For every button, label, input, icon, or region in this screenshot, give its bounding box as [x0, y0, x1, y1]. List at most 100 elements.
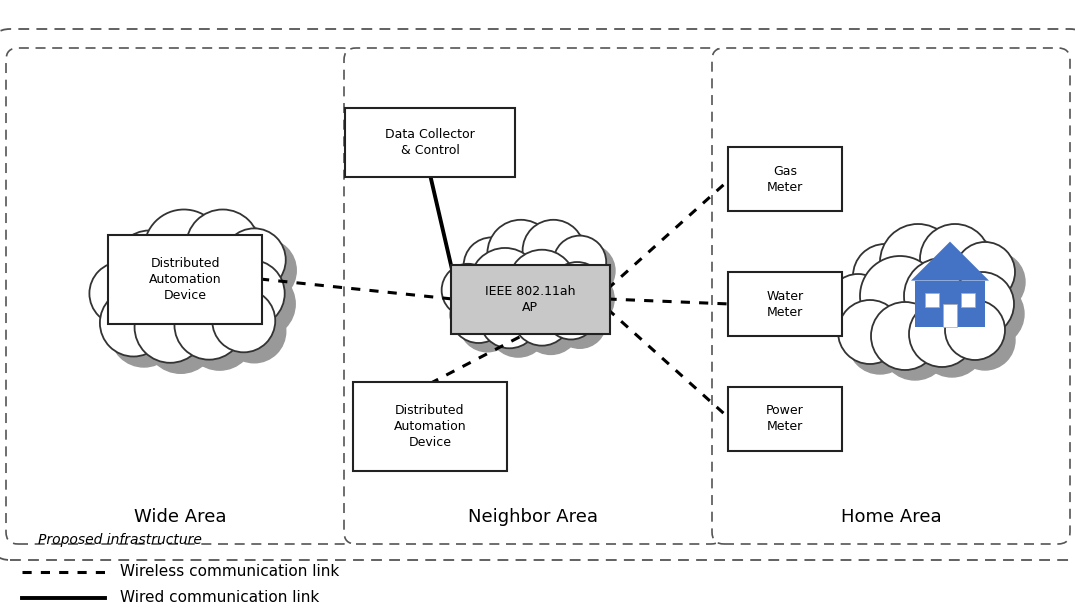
- FancyBboxPatch shape: [6, 48, 355, 544]
- Circle shape: [169, 245, 249, 325]
- FancyBboxPatch shape: [712, 48, 1070, 544]
- Circle shape: [180, 255, 259, 335]
- Circle shape: [442, 264, 495, 317]
- Circle shape: [470, 248, 541, 319]
- Circle shape: [919, 311, 985, 377]
- Circle shape: [909, 301, 975, 367]
- Circle shape: [545, 287, 598, 340]
- Text: Distributed
Automation
Device: Distributed Automation Device: [393, 403, 467, 448]
- Circle shape: [863, 254, 927, 318]
- Circle shape: [487, 220, 555, 287]
- Circle shape: [920, 224, 990, 294]
- Circle shape: [123, 243, 207, 327]
- Text: Home Area: Home Area: [841, 508, 942, 526]
- Text: Neighbor Area: Neighbor Area: [468, 508, 598, 526]
- Circle shape: [145, 302, 216, 373]
- Text: IEEE 802.11ah
AP: IEEE 802.11ah AP: [485, 284, 575, 314]
- Text: Power
Meter: Power Meter: [766, 405, 804, 433]
- FancyBboxPatch shape: [728, 387, 842, 451]
- FancyBboxPatch shape: [108, 235, 262, 324]
- FancyBboxPatch shape: [353, 381, 507, 470]
- Circle shape: [558, 271, 614, 327]
- FancyBboxPatch shape: [0, 29, 1075, 560]
- Text: Gas
Meter: Gas Meter: [766, 165, 803, 193]
- Text: Proposed infrastructure: Proposed infrastructure: [38, 533, 202, 547]
- Circle shape: [217, 260, 285, 327]
- Circle shape: [955, 242, 1015, 302]
- Text: Wide Area: Wide Area: [133, 508, 226, 526]
- Circle shape: [223, 228, 286, 292]
- Circle shape: [459, 295, 516, 352]
- Circle shape: [463, 238, 520, 293]
- Circle shape: [521, 297, 579, 354]
- Circle shape: [89, 262, 153, 325]
- Circle shape: [513, 287, 571, 346]
- Circle shape: [828, 274, 888, 334]
- Circle shape: [890, 234, 966, 310]
- Circle shape: [904, 258, 980, 334]
- Text: Distributed
Automation
Device: Distributed Automation Device: [148, 257, 221, 301]
- Polygon shape: [911, 241, 989, 281]
- Circle shape: [116, 230, 183, 298]
- FancyBboxPatch shape: [728, 272, 842, 336]
- Circle shape: [186, 209, 259, 283]
- Text: Wired communication link: Wired communication link: [120, 591, 319, 605]
- Circle shape: [880, 224, 956, 300]
- Circle shape: [228, 270, 296, 338]
- Circle shape: [882, 312, 949, 380]
- Circle shape: [100, 289, 167, 357]
- FancyBboxPatch shape: [345, 107, 515, 176]
- Circle shape: [478, 257, 549, 327]
- Circle shape: [185, 301, 255, 370]
- Circle shape: [848, 310, 912, 374]
- Circle shape: [562, 244, 615, 297]
- Circle shape: [531, 228, 593, 290]
- FancyBboxPatch shape: [450, 265, 610, 333]
- Circle shape: [930, 234, 1000, 304]
- Circle shape: [838, 284, 898, 344]
- Circle shape: [838, 300, 902, 364]
- Polygon shape: [961, 293, 975, 307]
- Circle shape: [871, 302, 938, 370]
- Circle shape: [549, 262, 605, 319]
- FancyBboxPatch shape: [344, 48, 723, 544]
- Circle shape: [852, 244, 917, 308]
- FancyBboxPatch shape: [728, 147, 842, 211]
- Text: Water
Meter: Water Meter: [766, 289, 804, 319]
- Circle shape: [497, 228, 563, 295]
- Circle shape: [517, 258, 584, 325]
- Circle shape: [554, 236, 606, 289]
- Circle shape: [554, 295, 606, 348]
- Circle shape: [955, 310, 1015, 370]
- Circle shape: [472, 246, 529, 303]
- Polygon shape: [926, 293, 940, 307]
- Circle shape: [212, 289, 275, 352]
- Circle shape: [914, 268, 990, 344]
- Circle shape: [133, 254, 217, 338]
- Circle shape: [860, 256, 940, 336]
- Circle shape: [508, 250, 575, 317]
- Polygon shape: [943, 304, 957, 327]
- Circle shape: [134, 292, 206, 363]
- Circle shape: [174, 290, 244, 360]
- Circle shape: [100, 273, 163, 335]
- Text: Data Collector
& Control: Data Collector & Control: [385, 128, 475, 157]
- Polygon shape: [915, 281, 985, 327]
- Circle shape: [144, 209, 224, 289]
- Circle shape: [945, 300, 1005, 360]
- Circle shape: [522, 220, 584, 281]
- Circle shape: [950, 272, 1014, 336]
- Circle shape: [197, 220, 270, 293]
- Circle shape: [965, 252, 1024, 312]
- Circle shape: [488, 297, 548, 357]
- Circle shape: [223, 300, 286, 363]
- Circle shape: [450, 287, 506, 343]
- Circle shape: [233, 239, 297, 302]
- Circle shape: [450, 273, 503, 325]
- Text: Wireless communication link: Wireless communication link: [120, 564, 340, 580]
- Circle shape: [479, 289, 540, 348]
- Circle shape: [111, 300, 177, 367]
- Circle shape: [870, 266, 950, 346]
- Circle shape: [155, 220, 234, 300]
- Circle shape: [126, 241, 194, 308]
